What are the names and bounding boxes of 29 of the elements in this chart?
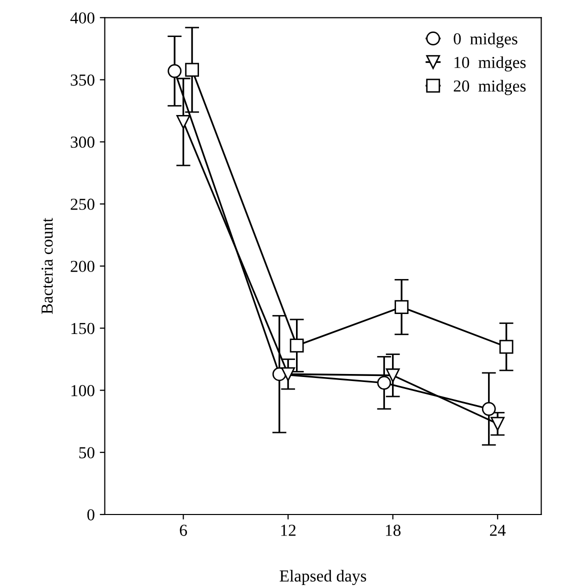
point bbox=[482, 402, 496, 416]
x-tick-label: 24 bbox=[490, 524, 506, 536]
x-tick-label: 18 bbox=[386, 524, 401, 536]
y-axis-title: Bacteria count bbox=[42, 218, 53, 314]
y-tick-label: 0 bbox=[87, 509, 94, 520]
y-tick-label: 100 bbox=[72, 384, 94, 396]
x-axis-title: Elapsed days bbox=[280, 570, 366, 586]
point bbox=[290, 338, 304, 353]
point bbox=[176, 115, 190, 129]
point bbox=[377, 376, 392, 390]
y-tick-label: 250 bbox=[70, 198, 94, 210]
y-tick-label: 400 bbox=[70, 12, 94, 24]
x-tick-label: 6 bbox=[180, 524, 187, 536]
legend-label: 20 midges bbox=[454, 80, 526, 96]
point bbox=[394, 300, 409, 314]
point bbox=[185, 62, 200, 77]
y-tick-label: 300 bbox=[70, 136, 94, 148]
y-tick-label: 150 bbox=[72, 322, 94, 334]
point bbox=[490, 416, 505, 431]
y-tick-label: 200 bbox=[70, 260, 94, 272]
point bbox=[499, 340, 514, 354]
point bbox=[281, 367, 296, 382]
point bbox=[386, 368, 400, 382]
legend-label: 0 midges bbox=[454, 32, 518, 48]
legend-label: 10 midges bbox=[454, 56, 526, 72]
x-tick-label: 12 bbox=[281, 524, 296, 536]
y-tick-label: 50 bbox=[79, 447, 94, 458]
y-tick-label: 350 bbox=[70, 74, 94, 86]
point bbox=[168, 64, 182, 78]
